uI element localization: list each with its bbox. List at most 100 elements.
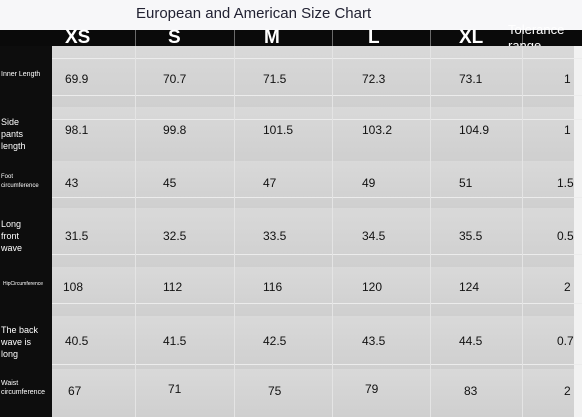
- tolerance-cell: [574, 161, 582, 208]
- size-xl-header: XL: [459, 27, 484, 48]
- grid-line: [234, 369, 235, 417]
- tolerance-cell: [574, 267, 582, 316]
- cell-value: 124: [459, 280, 480, 294]
- row-data: [52, 46, 582, 107]
- grid-line: [135, 107, 136, 161]
- cell-value: 98.1: [65, 123, 89, 137]
- tolerance-value: 0.5: [557, 229, 574, 243]
- row-label: HipCircumference: [3, 281, 44, 287]
- cell-value: 41.5: [163, 334, 187, 348]
- cell-value: 83: [464, 384, 478, 398]
- column-divider: [135, 30, 136, 46]
- tolerance-cell: [574, 369, 582, 417]
- row-data: [52, 208, 582, 267]
- grid-line: [135, 208, 136, 267]
- row-label-cell: Long front wave: [0, 208, 52, 267]
- cell-value: 33.5: [263, 229, 287, 243]
- column-divider: [522, 30, 523, 46]
- row-data: [52, 107, 582, 161]
- row-label-cell: The back wave is long: [0, 316, 52, 369]
- grid-line: [234, 161, 235, 208]
- table-row: The back wave is long 40.5 41.5 42.5 43.…: [0, 316, 582, 369]
- cell-value: 71.5: [263, 72, 287, 86]
- cell-value: 49: [362, 176, 376, 190]
- cell-value: 72.3: [362, 72, 386, 86]
- row-data: [52, 369, 582, 417]
- cell-value: 35.5: [459, 229, 483, 243]
- row-label-cell: Waist circumference: [0, 369, 52, 417]
- grid-line: [234, 267, 235, 316]
- row-label: Inner Length: [1, 71, 41, 78]
- grid-line: [430, 316, 431, 369]
- grid-line: [52, 119, 582, 120]
- grid-line: [522, 161, 523, 208]
- row-label: The back wave is long: [1, 325, 39, 359]
- cell-value: 31.5: [65, 229, 89, 243]
- tolerance-cell: [574, 208, 582, 267]
- tolerance-cell: [574, 46, 582, 107]
- cell-value: 116: [263, 280, 283, 294]
- cell-value: 104.9: [459, 123, 490, 137]
- title-bar: European and American Size Chart: [0, 0, 582, 30]
- row-label-cell: HipCircumference: [0, 267, 52, 316]
- row-label: Waist circumference: [1, 380, 45, 396]
- grid-line: [135, 369, 136, 417]
- cell-value: 101.5: [263, 123, 294, 137]
- size-l-header: L: [368, 27, 380, 48]
- cell-value: 120: [362, 280, 383, 294]
- cell-value: 44.5: [459, 334, 483, 348]
- tolerance-value: 2: [564, 280, 571, 294]
- cell-value: 112: [163, 280, 183, 294]
- grid-line: [135, 267, 136, 316]
- table-row: Inner Length 69.9 70.7 71.5 72.3 73.1 1: [0, 46, 582, 107]
- column-divider: [430, 30, 431, 46]
- grid-line: [135, 316, 136, 369]
- row-data: [52, 316, 582, 369]
- row-label: Foot circumference: [1, 174, 39, 189]
- grid-line: [522, 46, 523, 107]
- cell-value: 32.5: [163, 229, 187, 243]
- cell-value: 67: [68, 384, 82, 398]
- cell-value: 108: [63, 280, 84, 294]
- cell-value: 45: [163, 176, 177, 190]
- tolerance-value: 1: [564, 123, 571, 137]
- size-header-row: XS S M L XL Tolerance range: [0, 22, 582, 53]
- row-data: [52, 267, 582, 316]
- grid-line: [430, 369, 431, 417]
- tolerance-cell: [574, 316, 582, 369]
- grid-line: [430, 208, 431, 267]
- cell-value: 73.1: [459, 72, 483, 86]
- cell-value: 70.7: [163, 72, 187, 86]
- grid-line: [522, 369, 523, 417]
- grid-line: [52, 95, 582, 96]
- grid-line: [332, 316, 333, 369]
- table-row: Waist circumference 67 71 75 79 83 2: [0, 369, 582, 417]
- grid-line: [430, 161, 431, 208]
- table-row: HipCircumference 108 112 116 120 124 2: [0, 267, 582, 316]
- cell-value: 43.5: [362, 334, 386, 348]
- tolerance-value: 0.7: [557, 334, 574, 348]
- cell-value: 43: [65, 176, 79, 190]
- table-row: Long front wave 31.5 32.5 33.5 34.5 35.5…: [0, 208, 582, 267]
- grid-line: [52, 254, 582, 255]
- cell-value: 34.5: [362, 229, 386, 243]
- cell-value: 51: [459, 176, 473, 190]
- table-row: Foot circumference 43 45 47 49 51 1.5: [0, 161, 582, 208]
- cell-value: 79: [365, 382, 379, 396]
- cell-value: 99.8: [163, 123, 187, 137]
- grid-line: [522, 267, 523, 316]
- cell-value: 47: [263, 176, 277, 190]
- grid-line: [52, 58, 582, 59]
- grid-line: [52, 303, 582, 304]
- cell-value: 69.9: [65, 72, 89, 86]
- size-chart-table: XS S M L XL Tolerance range Inner Length…: [0, 22, 582, 417]
- grid-line: [332, 161, 333, 208]
- grid-line: [430, 267, 431, 316]
- cell-value: 71: [168, 382, 182, 396]
- tolerance-value: 1.5: [557, 176, 574, 190]
- grid-line: [430, 46, 431, 107]
- row-label-cell: Side pants length: [0, 107, 52, 161]
- row-data: [52, 161, 582, 208]
- grid-line: [135, 161, 136, 208]
- size-m-header: M: [264, 27, 280, 48]
